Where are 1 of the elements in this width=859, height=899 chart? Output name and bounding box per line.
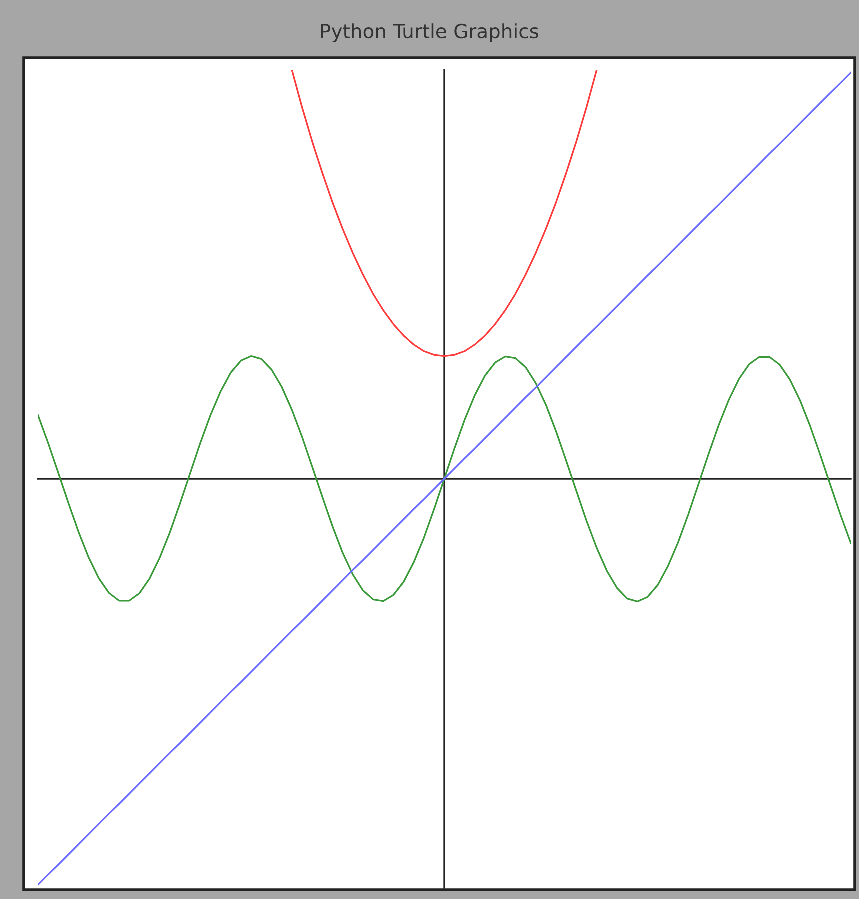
- chart-title: Python Turtle Graphics: [321, 24, 538, 42]
